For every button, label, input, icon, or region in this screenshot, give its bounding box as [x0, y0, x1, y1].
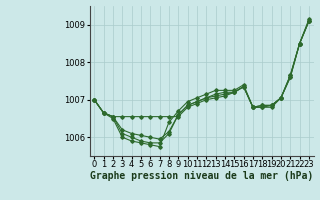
X-axis label: Graphe pression niveau de la mer (hPa): Graphe pression niveau de la mer (hPa)	[90, 171, 313, 181]
